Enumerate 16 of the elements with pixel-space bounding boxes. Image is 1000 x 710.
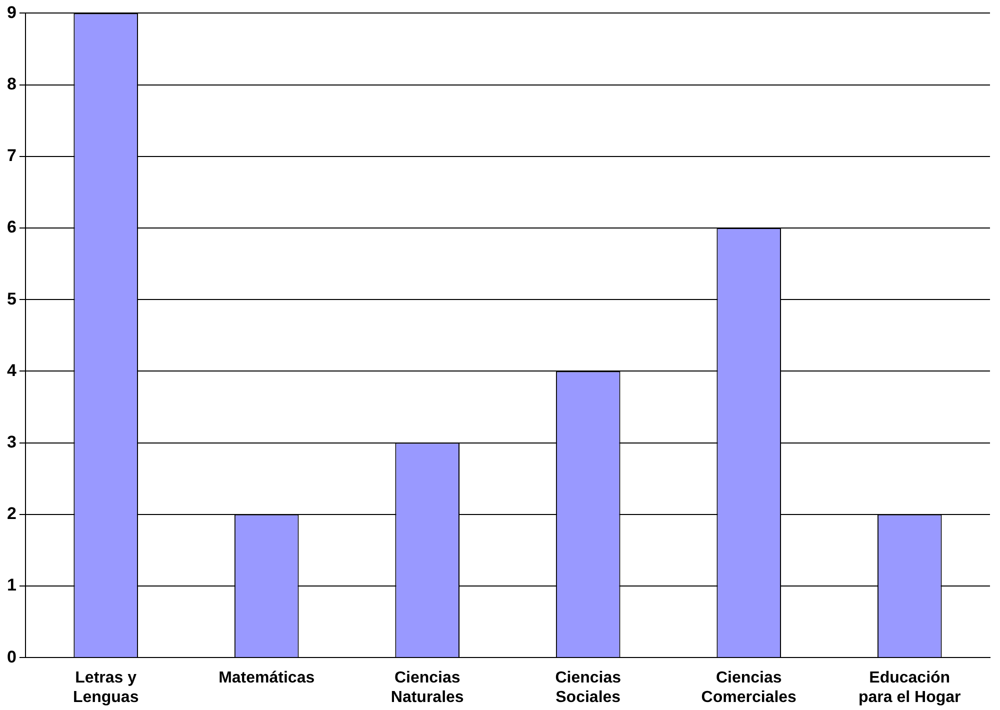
y-tick-label: 0	[6, 647, 16, 666]
x-tick-label: Letras y Lenguas	[72, 670, 139, 706]
y-tick-label: 5	[6, 289, 16, 308]
x-tick-label: Ciencias Comerciales	[701, 670, 797, 706]
y-tick-label: 7	[6, 146, 16, 166]
y-tick-label: 2	[6, 504, 16, 524]
y-tick-label: 4	[6, 360, 17, 380]
y-tick-label: 9	[6, 2, 16, 22]
y-tick-label: 6	[6, 218, 16, 237]
x-tick-label: Educación para el Hogar	[858, 670, 961, 706]
y-tick-label: 3	[6, 432, 16, 452]
y-tick-label: 8	[6, 74, 16, 94]
x-tick-label: Ciencias Naturales	[390, 670, 464, 706]
y-tick-label: 1	[6, 576, 16, 595]
x-tick-label: Matemáticas	[218, 670, 315, 687]
x-tick-label: Ciencias Sociales	[555, 670, 622, 706]
